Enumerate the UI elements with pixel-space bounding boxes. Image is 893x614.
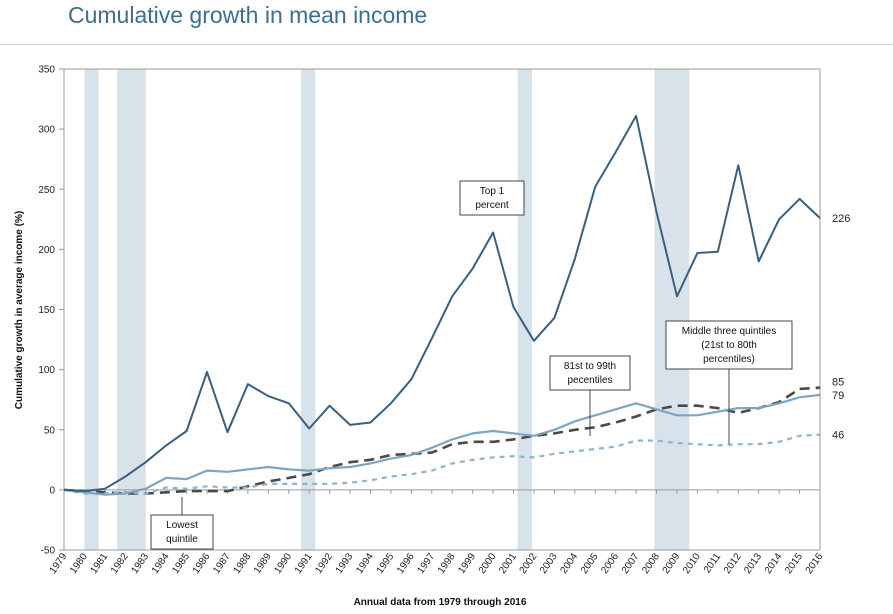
x-tick-label: 1993	[334, 551, 356, 576]
y-tick-label: 300	[38, 125, 55, 136]
x-tick-label: 1980	[68, 551, 90, 576]
annotation-text: Top 1	[480, 186, 505, 197]
x-tick-label: 1996	[395, 551, 417, 576]
recession-band-2	[301, 69, 316, 550]
x-tick-label: 1982	[109, 551, 131, 576]
series-end-label: 79	[832, 390, 844, 402]
x-tick-label: 2002	[518, 551, 540, 576]
series-line-1	[63, 393, 821, 496]
series-line-0	[63, 114, 821, 493]
y-tick-label: 200	[38, 245, 55, 256]
y-tick-label: 50	[44, 425, 56, 436]
annotation-box	[665, 320, 793, 370]
x-tick-label: 1986	[191, 551, 213, 576]
x-tick-label: 2009	[661, 551, 683, 576]
series-end-label: 85	[832, 377, 844, 389]
series-end-label: 46	[832, 430, 844, 442]
annotation-text: percentiles)	[703, 354, 755, 365]
x-tick-label: 1984	[150, 551, 172, 576]
x-tick-label: 2014	[763, 551, 785, 576]
x-tick-label: 1985	[170, 551, 192, 576]
x-tick-label: 1992	[313, 551, 335, 576]
recession-band-3	[517, 69, 532, 550]
x-tick-label: 2000	[477, 551, 499, 576]
series-end-label: 226	[832, 213, 850, 225]
y-tick-label: 100	[38, 365, 55, 376]
annotation-text: percent	[475, 200, 509, 211]
y-axis-title: Cumulative growth in average income (%)	[14, 211, 25, 409]
x-tick-label: 2013	[742, 551, 764, 576]
y-tick-label: -50	[41, 546, 56, 557]
annotation-text: quintile	[166, 534, 198, 545]
x-tick-label: 1990	[272, 551, 294, 576]
x-axis-title: Annual data from 1979 through 2016	[354, 597, 527, 608]
annotation-box	[150, 514, 214, 550]
x-tick-label: 2016	[804, 551, 826, 576]
chart-axes: -500501001502002503003501979198019811982…	[38, 65, 825, 576]
series-line-2	[63, 386, 821, 495]
x-tick-label: 2007	[620, 551, 642, 576]
annotation-layer: Top 1 percent 81st to 99th pecentiles Middle…	[150, 180, 793, 550]
x-tick-label: 2008	[640, 551, 662, 576]
x-tick-label: 2001	[497, 551, 519, 576]
x-tick-label: 1998	[436, 551, 458, 576]
y-tick-label: 0	[49, 485, 55, 496]
x-tick-label: 1989	[252, 551, 274, 576]
x-tick-label: 1995	[375, 551, 397, 576]
title-divider	[0, 44, 893, 45]
x-tick-label: 1988	[232, 551, 254, 576]
recession-band-4	[654, 69, 690, 550]
x-tick-label: 2006	[599, 551, 621, 576]
x-tick-label: 2015	[783, 551, 805, 576]
x-tick-label: 2012	[722, 551, 744, 576]
x-tick-label: 1981	[89, 551, 111, 576]
annotation-text: (21st to 80th	[701, 340, 757, 351]
annotation-text: pecentiles	[567, 375, 612, 386]
y-tick-label: 250	[38, 185, 55, 196]
x-tick-label: 2005	[579, 551, 601, 576]
x-tick-label: 2003	[538, 551, 560, 576]
y-tick-label: 350	[38, 65, 55, 76]
x-tick-label: 1987	[211, 551, 233, 576]
annotation-text: Middle three quintiles	[682, 326, 777, 337]
x-tick-label: 1983	[129, 551, 151, 576]
x-tick-label: 2010	[681, 551, 703, 576]
annotation-box	[549, 355, 631, 391]
y-tick-label: 150	[38, 305, 55, 316]
x-tick-label: 1999	[456, 551, 478, 576]
x-tick-label: 1997	[415, 551, 437, 576]
series-line-3	[63, 433, 821, 495]
x-tick-label: 1991	[293, 551, 315, 576]
x-tick-label: 2011	[702, 551, 724, 575]
x-tick-label: 2004	[558, 551, 580, 576]
annotation-box	[459, 180, 525, 216]
page-title: Cumulative growth in mean income	[68, 2, 428, 28]
annotation-text: Lowest	[166, 520, 198, 531]
annotation-text: 81st to 99th	[564, 361, 616, 372]
x-tick-label: 1994	[354, 551, 376, 576]
recession-band-0	[84, 69, 99, 550]
recession-band-1	[117, 69, 146, 550]
